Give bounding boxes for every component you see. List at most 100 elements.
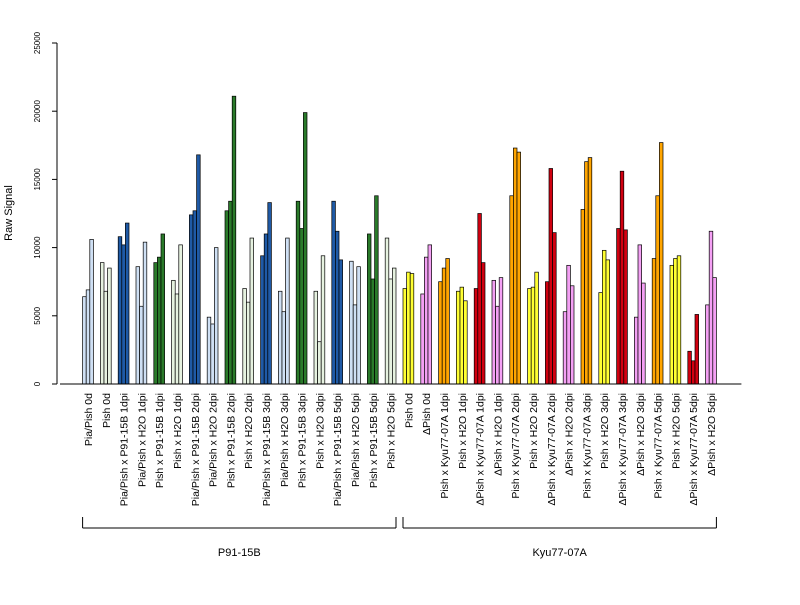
- bar: [438, 281, 443, 385]
- bar: [142, 241, 148, 385]
- y-tick-label: 0: [33, 381, 42, 386]
- x-tick-label: ΔPish x Kyu77-07A 1dpi: [475, 393, 487, 506]
- x-tick-label: Pish x Kyu77-07A 3dpi: [581, 393, 593, 499]
- x-tick-label: Pia/Pish x P91-15B 1dpi: [119, 393, 131, 506]
- bars: [82, 95, 717, 385]
- bar: [384, 237, 390, 385]
- x-tick-label: Pish x H2O 5dpi: [670, 393, 682, 469]
- x-tick-label: Pish x P91-15B 3dpi: [297, 393, 309, 488]
- bar: [570, 285, 575, 385]
- bar: [477, 213, 482, 385]
- x-tick-label: Pish x P91-15B 1dpi: [154, 393, 166, 488]
- bar: [516, 151, 521, 385]
- bar: [313, 290, 318, 385]
- bar: [331, 200, 336, 385]
- x-tick-label: Pish x Kyu77-07A 2dpi: [510, 393, 522, 499]
- x-tick-label: ΔPish x Kyu77-07A 2dpi: [546, 393, 558, 506]
- bar: [584, 161, 589, 385]
- bar: [303, 112, 308, 385]
- bar: [196, 154, 201, 385]
- bar: [566, 264, 571, 385]
- x-tick-label: Pia/Pish x H2O 1dpi: [136, 393, 148, 487]
- bar: [242, 288, 247, 385]
- bar: [139, 305, 144, 385]
- bar: [335, 230, 340, 385]
- bar: [456, 290, 461, 385]
- x-tick-label: Pish 0d: [101, 393, 113, 428]
- bar: [641, 282, 646, 385]
- bar: [392, 267, 397, 385]
- bar: [659, 142, 664, 385]
- x-tick-label: ΔPish x Kyu77-07A 3dpi: [617, 393, 629, 506]
- bar: [694, 314, 699, 385]
- bar: [530, 286, 536, 385]
- bar: [125, 222, 130, 385]
- bar: [231, 95, 237, 385]
- bar: [527, 288, 532, 385]
- bar: [441, 267, 447, 385]
- bar: [534, 271, 539, 385]
- bar: [676, 255, 682, 385]
- x-tick-label: ΔPish x H2O 3dpi: [635, 393, 647, 476]
- bar: [89, 239, 94, 385]
- bar: [562, 311, 568, 385]
- bar: [420, 293, 425, 385]
- bar: [580, 209, 585, 385]
- x-tick-label: Pish x P91-15B 5dpi: [368, 393, 380, 488]
- bar: [427, 244, 432, 385]
- bar: [295, 200, 301, 385]
- x-tick-label: Pia/Pish x H2O 3dpi: [279, 393, 291, 487]
- bar: [299, 228, 304, 385]
- bar: [320, 255, 326, 385]
- bar: [513, 147, 518, 385]
- bar: [545, 281, 550, 385]
- x-axis: Pia/Pish 0d Pish 0d Pia/Pish x P91-15B 1dp…: [60, 383, 742, 506]
- bar: [587, 157, 593, 385]
- bar: [263, 233, 269, 385]
- bar: [178, 244, 183, 385]
- bar: [634, 316, 639, 385]
- bar: [107, 267, 112, 385]
- bar: [246, 301, 251, 385]
- bar: [317, 341, 322, 385]
- x-tick-label: Pish x H2O 2dpi: [243, 393, 255, 469]
- bar: [481, 262, 486, 385]
- bar: [655, 195, 660, 385]
- x-tick-label: Pish x H2O 3dpi: [314, 393, 326, 469]
- x-tick-label: ΔPish x H2O 2dpi: [564, 393, 576, 476]
- bar: [602, 249, 607, 385]
- bar: [623, 229, 628, 385]
- y-tick-label: 10000: [33, 236, 42, 259]
- bar: [160, 233, 165, 385]
- x-tick-label: Pish x P91-15B 2dpi: [225, 393, 237, 488]
- bar: [103, 290, 108, 385]
- bar: [669, 264, 674, 385]
- y-tick-label: 25000: [33, 31, 42, 54]
- bar: [153, 262, 158, 385]
- bar: [473, 288, 479, 385]
- bar: [281, 311, 286, 385]
- x-tick-label: Pia/Pish 0d: [83, 393, 95, 446]
- bar: [687, 350, 692, 385]
- bar: [189, 214, 194, 385]
- y-tick-label: 5000: [33, 306, 42, 324]
- bar: [548, 168, 553, 385]
- bar: [498, 277, 504, 385]
- bar: [509, 195, 514, 385]
- bar: [278, 290, 283, 385]
- bar: [598, 292, 603, 385]
- bar: [192, 210, 197, 385]
- y-tick-label: 15000: [33, 168, 42, 191]
- bar: [459, 286, 464, 385]
- x-tick-label: Pish 0d: [403, 393, 415, 428]
- bar: [406, 271, 411, 385]
- x-tick-label: Pia/Pish x H2O 5dpi: [350, 393, 362, 487]
- bar: [157, 256, 162, 385]
- bar: [491, 279, 496, 385]
- bar: [552, 232, 557, 385]
- bar: [260, 255, 265, 385]
- bar: [249, 237, 254, 385]
- bar: [338, 259, 343, 385]
